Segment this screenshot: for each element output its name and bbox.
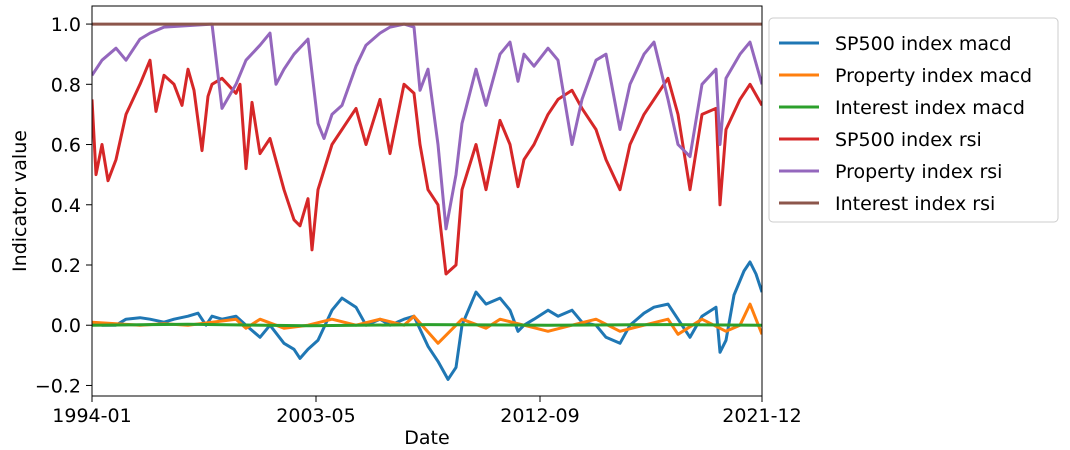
series-line-property-index-rsi <box>92 22 762 231</box>
y-axis-title: Indicator value <box>9 130 31 272</box>
plot-area-frame <box>91 5 763 397</box>
legend-label: Interest index macd <box>835 97 1025 119</box>
x-axis: 1994-01 2003-05 2012-09 2021-12 <box>52 396 802 427</box>
legend-label: Property index macd <box>835 65 1032 87</box>
series-line-sp500-index-rsi <box>92 58 762 276</box>
legend-box <box>768 17 1059 223</box>
y-tick-label: 0.2 <box>51 255 81 277</box>
x-tick-label: 2012-09 <box>500 405 579 427</box>
y-tick-label: 0.8 <box>51 74 81 96</box>
series-line-property-index-macd <box>92 302 762 345</box>
legend-label: Interest index rsi <box>835 193 995 215</box>
y-tick-label: 0.0 <box>51 315 81 337</box>
legend-label: SP500 index rsi <box>835 129 982 151</box>
legend: SP500 index macd Property index macd Inter… <box>768 17 1059 223</box>
y-tick-label: −0.2 <box>35 375 81 397</box>
x-tick-label: 2003-05 <box>276 405 355 427</box>
y-tick-label: 1.0 <box>51 14 81 36</box>
y-tick-label: 0.6 <box>51 135 81 157</box>
series-layer <box>92 22 762 381</box>
series-line-sp500-index-macd <box>92 260 762 381</box>
y-tick-label: 0.4 <box>51 195 81 217</box>
series-line-interest-index-macd <box>92 322 762 328</box>
x-axis-title: Date <box>404 427 449 449</box>
x-tick-label: 1994-01 <box>52 405 131 427</box>
x-tick-label: 2021-12 <box>722 405 801 427</box>
y-axis: −0.2 0.0 0.2 0.4 0.6 0.8 1.0 <box>35 14 92 397</box>
legend-label: SP500 index macd <box>835 33 1012 55</box>
legend-label: Property index rsi <box>835 161 1002 183</box>
